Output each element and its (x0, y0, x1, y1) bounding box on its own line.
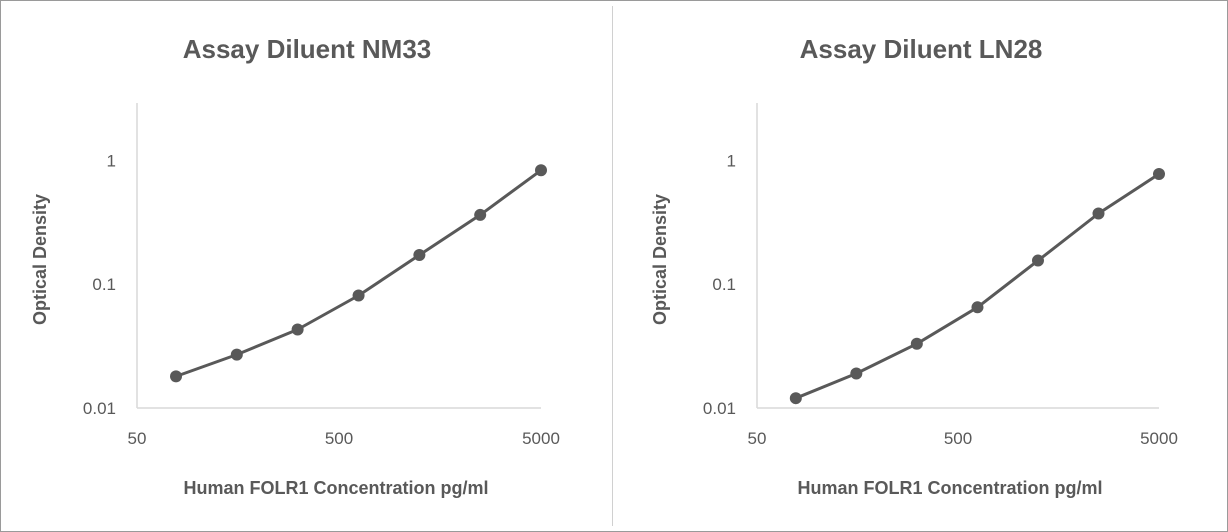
x-tick-label: 50 (128, 429, 147, 448)
data-point (1092, 207, 1105, 220)
series-line (794, 172, 1161, 400)
y-tick-label: 0.01 (703, 399, 736, 418)
y-axis-title: Optical Density (30, 194, 50, 325)
y-tick-label: 1 (107, 151, 116, 170)
data-point (413, 248, 426, 261)
y-tick-label: 1 (727, 151, 736, 170)
data-point (789, 392, 802, 405)
data-point (352, 289, 365, 302)
data-point (474, 208, 487, 221)
data-point (971, 301, 984, 314)
chart-panel-2: Assay Diluent LN28 1 0.1 0.01 50 500 5000 Optic… (650, 34, 1178, 498)
data-point (535, 164, 547, 177)
data-point (910, 337, 923, 350)
y-tick-label: 0.1 (712, 275, 736, 294)
data-point (230, 348, 243, 361)
x-tick-label: 500 (944, 429, 972, 448)
x-tick-label: 5000 (1140, 429, 1178, 448)
chart-panel-1: Assay Diluent NM33 1 0.1 0.01 50 500 5000 Optic… (30, 34, 560, 498)
chart-title: Assay Diluent NM33 (183, 34, 432, 64)
x-tick-label: 50 (748, 429, 767, 448)
y-axis-title: Optical Density (650, 194, 670, 325)
series-line (174, 168, 543, 378)
data-point (1031, 254, 1044, 267)
y-tick-label: 0.01 (83, 399, 116, 418)
data-point (850, 367, 863, 380)
panel-divider (612, 6, 613, 526)
y-tick-label: 0.1 (92, 275, 116, 294)
data-point (170, 370, 183, 383)
chart-title: Assay Diluent LN28 (800, 34, 1043, 64)
x-axis-title: Human FOLR1 Concentration pg/ml (797, 478, 1102, 498)
x-axis-title: Human FOLR1 Concentration pg/ml (183, 478, 488, 498)
data-point (291, 323, 304, 336)
x-tick-label: 500 (325, 429, 353, 448)
x-tick-label: 5000 (522, 429, 560, 448)
data-point (1153, 167, 1165, 180)
